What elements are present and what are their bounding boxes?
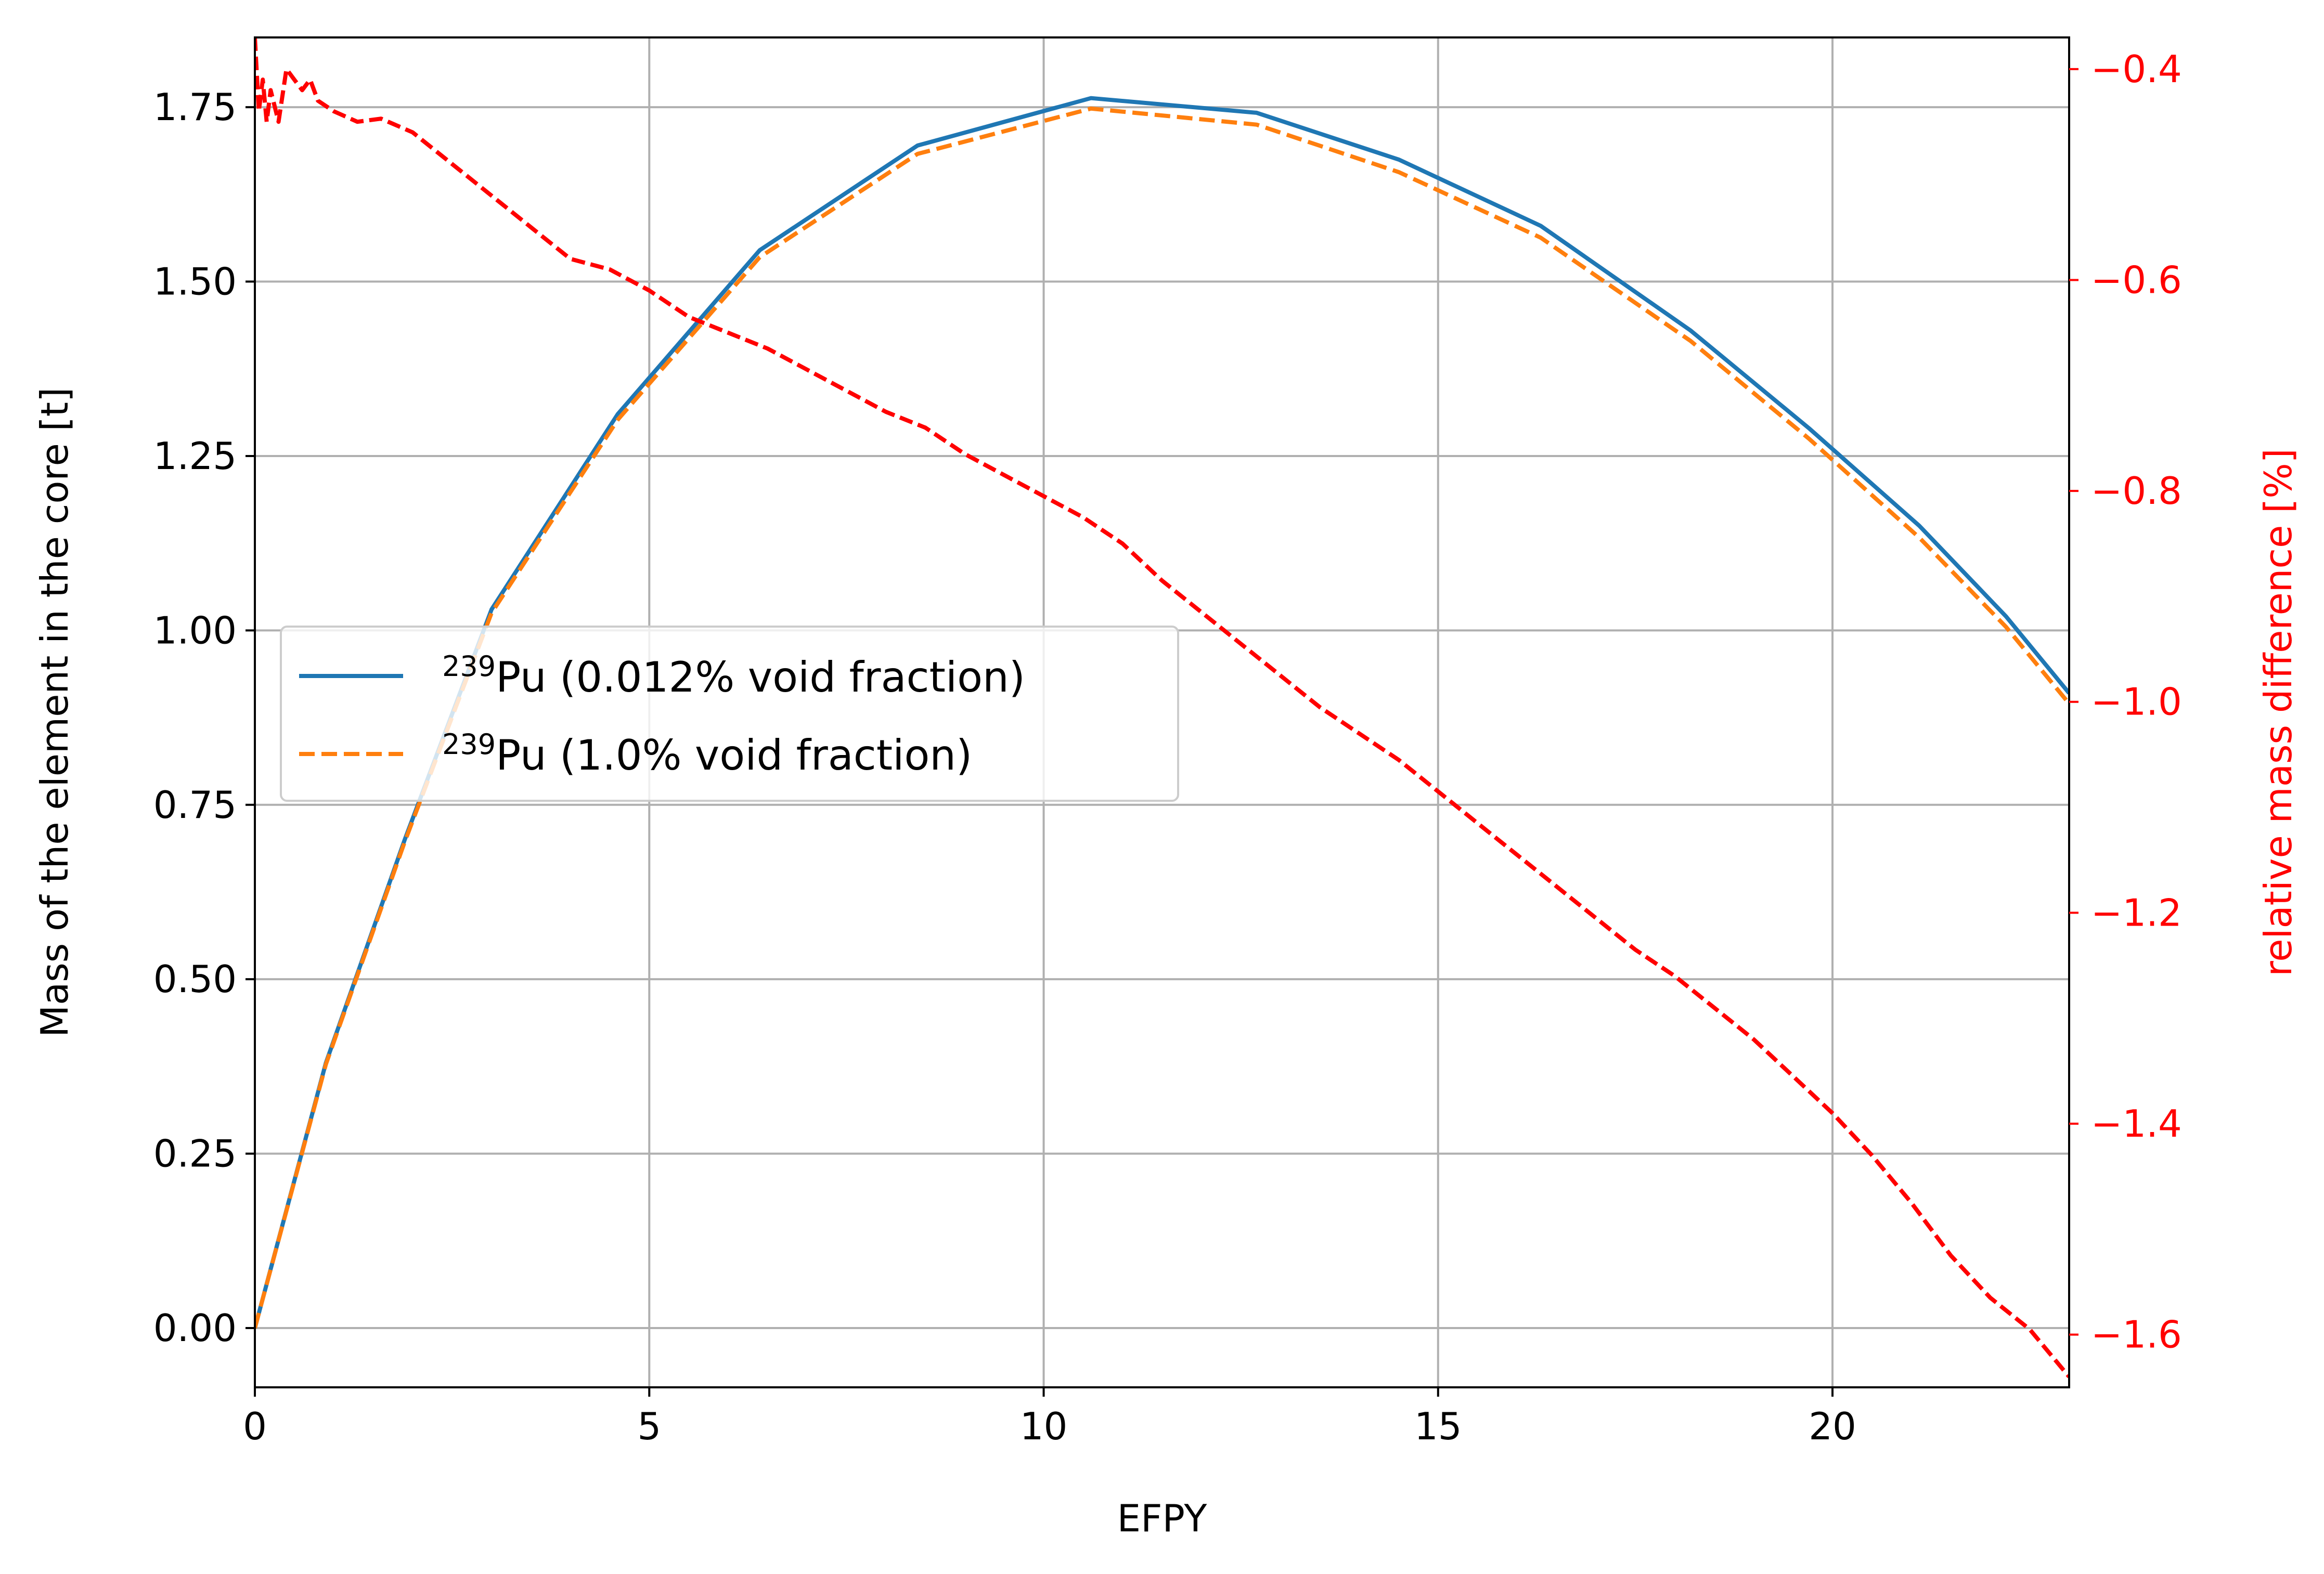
y-tick-label: 0.75 [153,783,237,827]
y2-tick-label: −1.0 [2091,680,2182,724]
legend-label-series-2: 239Pu (1.0% void fraction) [442,728,972,779]
x-tick-label: 20 [1809,1404,1856,1448]
y-tick-label: 0.00 [153,1306,237,1350]
y2-axis-label: relative mass difference [%] [2256,448,2300,977]
y2-tick-label: −1.2 [2091,891,2182,934]
legend: 239Pu (0.012% void fraction) 239Pu (1.0%… [280,626,1179,802]
legend-rest-series-2: Pu (1.0% void fraction) [496,731,972,779]
legend-rest-series-1: Pu (0.012% void fraction) [496,653,1025,701]
y-tick-label: 0.50 [153,957,237,1001]
y2-tick-label: −1.4 [2091,1102,2182,1146]
y-tick-label: 1.25 [153,434,237,478]
y-tick-label: 1.50 [153,260,237,304]
legend-sup-series-2: 239 [442,728,496,761]
y2-tick-label: −0.4 [2091,47,2182,91]
legend-box [280,626,1179,802]
y-axis-label: Mass of the element in the core [t] [33,387,76,1037]
legend-sup-series-1: 239 [442,650,496,683]
x-axis-label: EFPY [1117,1497,1208,1540]
x-tick-label: 10 [1020,1404,1068,1448]
y2-tick-label: −1.6 [2091,1313,2182,1357]
x-tick-label: 0 [243,1404,267,1448]
y-tick-label: 1.00 [153,608,237,652]
y2-tick-label: −0.6 [2091,258,2182,302]
y-tick-label: 1.75 [153,85,237,129]
y-tick-label: 0.25 [153,1132,237,1176]
x-tick-label: 5 [637,1404,661,1448]
plot-frame [254,36,2070,1388]
series-line-relative-mass-difference [255,37,2069,1378]
legend-label-series-1: 239Pu (0.012% void fraction) [442,650,1025,701]
x-tick-label: 15 [1414,1404,1462,1448]
y2-tick-label: −0.8 [2091,469,2182,513]
axis-ticks: 0 5 10 15 20 0.00 0.25 0.50 0.75 1.00 1.25 1.50 1.75… [153,47,2182,1448]
